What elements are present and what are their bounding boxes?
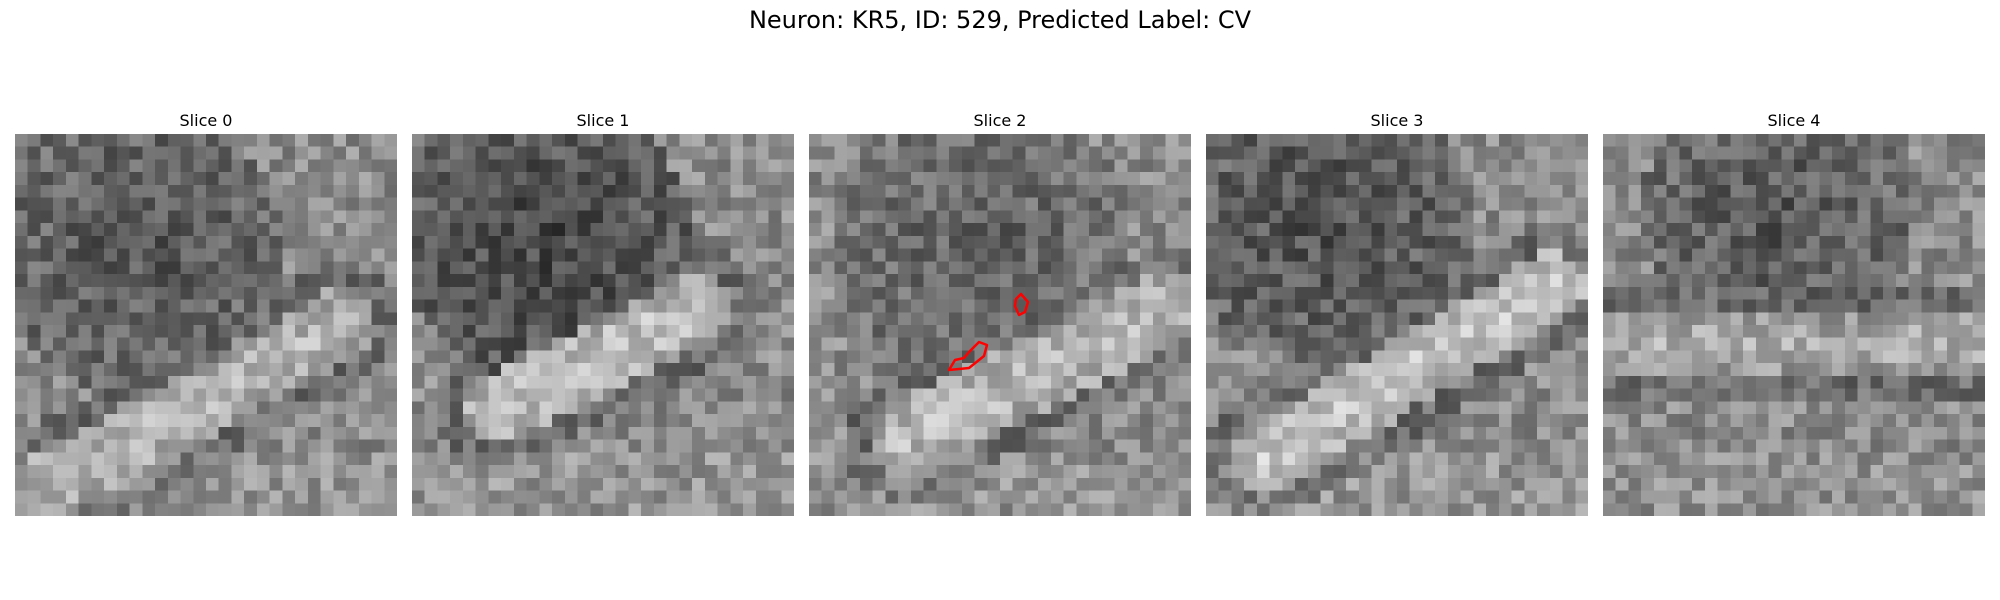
slice-image	[1206, 134, 1588, 516]
slice-title: Slice 0	[179, 111, 233, 130]
slice-image	[1603, 134, 1985, 516]
contour-lower	[947, 340, 989, 372]
slice-image	[412, 134, 794, 516]
slice-image	[809, 134, 1191, 516]
slice-title: Slice 4	[1767, 111, 1821, 130]
figure-title: Neuron: KR5, ID: 529, Predicted Label: C…	[748, 6, 1252, 34]
synapse-contour	[947, 292, 1030, 372]
slice-panel-0: Slice 0	[15, 110, 397, 516]
contour-upper	[1013, 292, 1030, 317]
slice-title: Slice 2	[973, 111, 1027, 130]
slice-title: Slice 1	[576, 111, 630, 130]
slice-panel-1: Slice 1	[412, 110, 794, 516]
slice-panel-4: Slice 4	[1603, 110, 1985, 516]
slice-title: Slice 3	[1370, 111, 1424, 130]
slice-panel-2: Slice 2	[809, 110, 1191, 516]
slice-panel-3: Slice 3	[1206, 110, 1588, 516]
slice-image	[15, 134, 397, 516]
